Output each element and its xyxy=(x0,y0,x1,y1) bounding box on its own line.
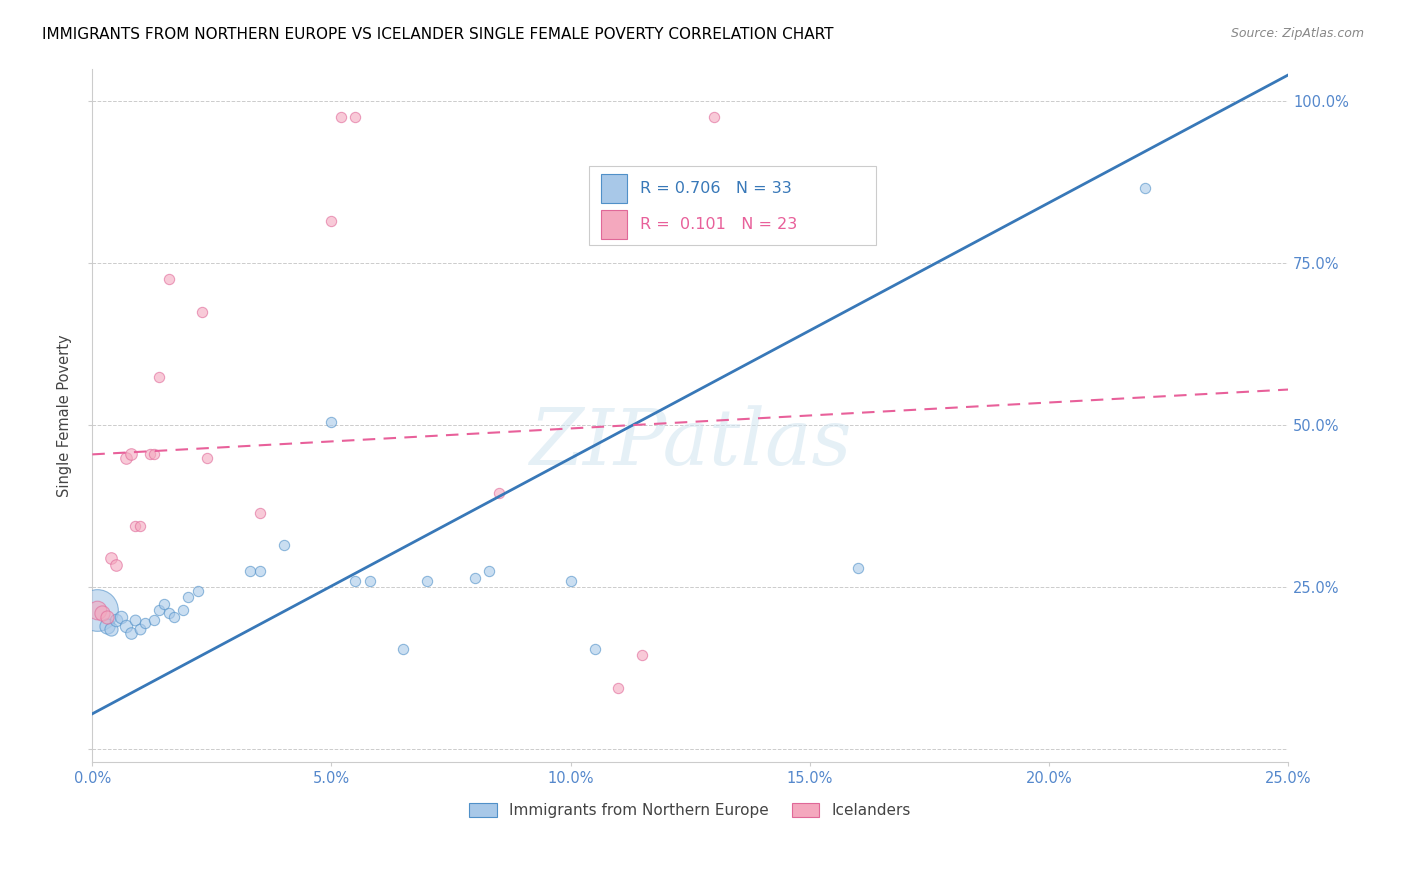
Point xyxy=(124,518,146,533)
Point xyxy=(129,518,152,533)
Point xyxy=(560,574,582,588)
Text: Source: ZipAtlas.com: Source: ZipAtlas.com xyxy=(1230,27,1364,40)
Point xyxy=(321,415,343,429)
Point xyxy=(110,609,132,624)
Point xyxy=(191,304,214,318)
Point xyxy=(157,272,180,286)
Point xyxy=(416,574,439,588)
Text: R =  0.101   N = 23: R = 0.101 N = 23 xyxy=(640,217,797,232)
Point xyxy=(96,619,118,633)
Point xyxy=(187,583,209,598)
Point xyxy=(120,625,142,640)
Point xyxy=(105,558,128,572)
Point xyxy=(239,564,262,578)
Text: IMMIGRANTS FROM NORTHERN EUROPE VS ICELANDER SINGLE FEMALE POVERTY CORRELATION C: IMMIGRANTS FROM NORTHERN EUROPE VS ICELA… xyxy=(42,27,834,42)
Point xyxy=(86,603,108,617)
Point xyxy=(846,561,869,575)
Point xyxy=(114,619,136,633)
Point xyxy=(124,613,146,627)
Point xyxy=(90,607,112,621)
Point xyxy=(177,590,200,604)
Point xyxy=(344,110,367,124)
Point xyxy=(134,615,156,630)
Point xyxy=(321,214,343,228)
Bar xyxy=(600,174,627,203)
Point xyxy=(148,369,170,384)
Point xyxy=(359,574,381,588)
Bar xyxy=(600,211,627,239)
Point xyxy=(631,648,654,663)
Point xyxy=(100,551,122,566)
Point xyxy=(148,603,170,617)
Y-axis label: Single Female Poverty: Single Female Poverty xyxy=(58,334,72,497)
Point xyxy=(1133,181,1156,195)
Point xyxy=(96,609,118,624)
Point xyxy=(703,110,725,124)
Text: R = 0.706   N = 33: R = 0.706 N = 33 xyxy=(640,181,792,196)
Point xyxy=(153,597,176,611)
Legend: Immigrants from Northern Europe, Icelanders: Immigrants from Northern Europe, Iceland… xyxy=(464,797,917,824)
Point xyxy=(105,613,128,627)
Point xyxy=(607,681,630,695)
Point xyxy=(120,447,142,461)
Text: ZIPatlas: ZIPatlas xyxy=(529,405,852,482)
Point xyxy=(249,506,271,520)
Point xyxy=(162,609,184,624)
Point xyxy=(195,450,218,465)
Point xyxy=(157,607,180,621)
Point xyxy=(100,623,122,637)
Point xyxy=(138,447,160,461)
Point xyxy=(344,574,367,588)
Point xyxy=(143,447,166,461)
Point xyxy=(172,603,194,617)
Point xyxy=(583,642,606,657)
FancyBboxPatch shape xyxy=(589,166,876,245)
Point xyxy=(249,564,271,578)
Point xyxy=(464,571,486,585)
Point xyxy=(114,450,136,465)
Point xyxy=(143,613,166,627)
Point xyxy=(273,538,295,552)
Point xyxy=(478,564,501,578)
Point xyxy=(129,623,152,637)
Point xyxy=(330,110,353,124)
Point xyxy=(488,486,510,500)
Point xyxy=(751,217,773,231)
Point xyxy=(392,642,415,657)
Point xyxy=(86,603,108,617)
